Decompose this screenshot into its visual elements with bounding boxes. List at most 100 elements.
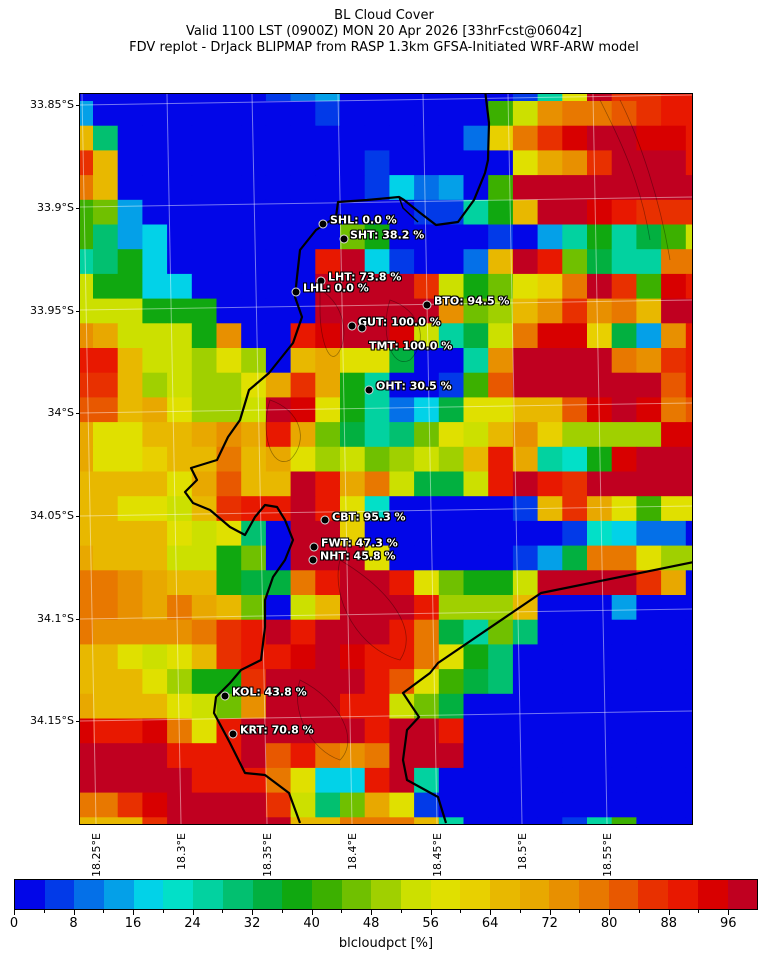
grid-cell [191, 372, 217, 398]
colorbar-tick-mark [400, 910, 402, 913]
station-label-lhl: LHL: 0.0 % [303, 281, 369, 295]
grid-cell [216, 224, 242, 250]
station-marker-nht[interactable] [308, 555, 318, 565]
grid-cell [636, 150, 662, 176]
grid-cell [562, 693, 588, 719]
grid-cell [93, 520, 119, 546]
grid-cell [142, 520, 168, 546]
grid-cell [611, 693, 637, 719]
station-label-cbt: CBT: 95.3 % [332, 510, 406, 524]
grid-cell [537, 94, 563, 102]
grid-cell [142, 224, 168, 250]
grid-cell [611, 422, 637, 448]
grid-cell [537, 693, 563, 719]
grid-cell [364, 595, 390, 621]
station-marker-bto[interactable] [422, 300, 432, 310]
grid-cell [265, 101, 291, 127]
grid-cell [661, 669, 687, 695]
colorbar-tick-mark [728, 910, 730, 915]
colorbar-tick-mark [311, 910, 313, 915]
colorbar-tick-mark [43, 910, 45, 913]
grid-cell [661, 175, 687, 201]
grid-cell [315, 446, 341, 472]
colorbar-tick-mark [668, 910, 670, 915]
grid-cell [167, 175, 193, 201]
grid-cell [216, 619, 242, 645]
grid-cell [611, 669, 637, 695]
grid-cell [562, 175, 588, 201]
grid-cell [463, 669, 489, 695]
grid-cell [537, 298, 563, 324]
grid-cell [414, 718, 440, 744]
grid-cell [438, 520, 464, 546]
grid-cell [191, 792, 217, 818]
grid-cell [167, 224, 193, 250]
station-marker-kol[interactable] [220, 691, 230, 701]
grid-cell [512, 323, 538, 349]
grid-cell [167, 545, 193, 571]
grid-cell [315, 125, 341, 151]
colorbar-tick-label: 24 [184, 916, 201, 931]
grid-cell [611, 101, 637, 127]
grid-cell [142, 94, 168, 102]
station-marker-sht[interactable] [339, 234, 349, 244]
grid-cell [389, 743, 415, 769]
grid-cell [340, 619, 366, 645]
grid-cell [167, 644, 193, 670]
grid-cell [512, 767, 538, 793]
grid-cell [685, 792, 692, 818]
station-marker-cbt[interactable] [320, 515, 330, 525]
grid-cell [488, 125, 514, 151]
grid-cell [117, 570, 143, 596]
lon-tick-label: 18.3°E [175, 833, 188, 870]
station-label-oht: OHT: 30.5 % [376, 379, 452, 393]
colorbar-tick-label: 8 [69, 916, 78, 931]
grid-cell [611, 323, 637, 349]
grid-cell [340, 669, 366, 695]
grid-cell [661, 520, 687, 546]
grid-cell [265, 372, 291, 398]
station-marker-gut[interactable] [347, 321, 357, 331]
grid-cell [216, 94, 242, 102]
station-marker-tmt[interactable] [357, 323, 367, 333]
grid-cell [191, 669, 217, 695]
grid-cell [488, 422, 514, 448]
grid-cell [438, 767, 464, 793]
grid-cell [611, 545, 637, 571]
grid-cell [216, 125, 242, 151]
grid-cell [315, 817, 341, 824]
grid-cell [265, 323, 291, 349]
grid-cell [167, 323, 193, 349]
grid-cell [315, 669, 341, 695]
grid-cell [117, 298, 143, 324]
grid-cell [142, 150, 168, 176]
station-marker-shl[interactable] [318, 219, 328, 229]
grid-cell [685, 718, 692, 744]
grid-cell [661, 718, 687, 744]
grid-cell [685, 199, 692, 225]
grid-cell [265, 150, 291, 176]
grid-cell [241, 743, 267, 769]
grid-cell [512, 94, 538, 102]
grid-cell [216, 767, 242, 793]
grid-cell [488, 619, 514, 645]
grid-cell [512, 422, 538, 448]
station-marker-krt[interactable] [228, 729, 238, 739]
grid-cell [512, 570, 538, 596]
grid-cell [364, 767, 390, 793]
station-marker-lht[interactable] [316, 276, 326, 286]
station-marker-fwt[interactable] [309, 542, 319, 552]
grid-cell [167, 520, 193, 546]
grid-cell [512, 224, 538, 250]
grid-cell [340, 101, 366, 127]
grid-cell [117, 199, 143, 225]
station-marker-oht[interactable] [364, 385, 374, 395]
station-marker-lhl[interactable] [291, 287, 301, 297]
grid-cell [661, 249, 687, 275]
grid-cell [265, 273, 291, 299]
colorbar-swatch [697, 880, 728, 909]
grid-cell [512, 249, 538, 275]
colorbar-tick-mark [519, 910, 521, 913]
colorbar-swatch [490, 880, 520, 909]
grid-cell [117, 669, 143, 695]
